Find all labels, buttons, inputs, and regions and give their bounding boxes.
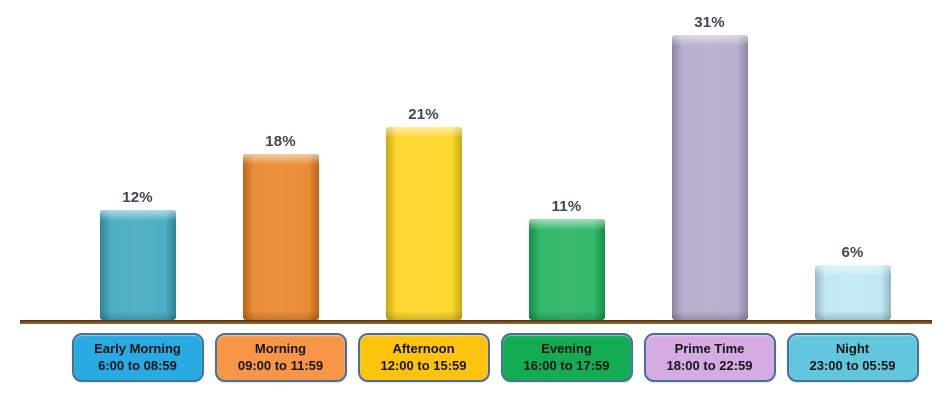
category-time-range: 23:00 to 05:59 bbox=[809, 358, 896, 373]
plot-area: 12% 18% 21% 11% 31% 6% bbox=[66, 0, 924, 320]
bar-column-prime-time: 31% bbox=[638, 14, 781, 320]
bar-value-label: 21% bbox=[408, 106, 439, 123]
category-name: Evening bbox=[541, 341, 592, 356]
category-box-afternoon: Afternoon 12:00 to 15:59 bbox=[357, 333, 490, 382]
category-time-range: 09:00 to 11:59 bbox=[237, 358, 324, 373]
category-name: Prime Time bbox=[674, 341, 745, 356]
bar-value-label: 6% bbox=[841, 244, 864, 261]
category-time-range: 12:00 to 15:59 bbox=[380, 358, 467, 373]
category-name: Morning bbox=[254, 341, 307, 356]
bar-night bbox=[814, 265, 891, 320]
category-box-early-morning: Early Morning 6:00 to 08:59 bbox=[71, 333, 204, 382]
bar-value-label: 11% bbox=[551, 198, 582, 215]
legend-cell: Prime Time 18:00 to 22:59 bbox=[638, 333, 781, 382]
legend-cell: Evening 16:00 to 17:59 bbox=[495, 333, 638, 382]
legend-cell: Night 23:00 to 05:59 bbox=[781, 333, 924, 382]
category-time-range: 6:00 to 08:59 bbox=[98, 358, 177, 373]
category-box-morning: Morning 09:00 to 11:59 bbox=[214, 333, 347, 382]
bar-value-label: 12% bbox=[122, 189, 153, 206]
category-time-range: 16:00 to 17:59 bbox=[523, 358, 610, 373]
x-axis-line bbox=[20, 320, 932, 324]
bar-prime-time bbox=[671, 35, 748, 320]
category-name: Night bbox=[835, 341, 870, 356]
category-name: Afternoon bbox=[392, 341, 455, 356]
bar-column-evening: 11% bbox=[495, 198, 638, 320]
bar-value-label: 18% bbox=[265, 133, 296, 150]
legend-cell: Afternoon 12:00 to 15:59 bbox=[352, 333, 495, 382]
bar-value-label: 31% bbox=[694, 14, 725, 31]
category-box-evening: Evening 16:00 to 17:59 bbox=[500, 333, 633, 382]
bar-morning bbox=[242, 154, 319, 320]
legend-cell: Morning 09:00 to 11:59 bbox=[209, 333, 352, 382]
category-label-row: Early Morning 6:00 to 08:59 Morning 09:0… bbox=[66, 333, 924, 382]
bar-column-night: 6% bbox=[781, 244, 924, 320]
bar-column-morning: 18% bbox=[209, 133, 352, 320]
category-box-night: Night 23:00 to 05:59 bbox=[786, 333, 919, 382]
bar-column-afternoon: 21% bbox=[352, 106, 495, 320]
category-name: Early Morning bbox=[94, 341, 181, 356]
bar-evening bbox=[528, 219, 605, 320]
bar-column-early-morning: 12% bbox=[66, 189, 209, 320]
bar-afternoon bbox=[385, 127, 462, 320]
category-time-range: 18:00 to 22:59 bbox=[666, 358, 753, 373]
category-box-prime-time: Prime Time 18:00 to 22:59 bbox=[643, 333, 776, 382]
bar-early-morning bbox=[99, 210, 176, 320]
legend-cell: Early Morning 6:00 to 08:59 bbox=[66, 333, 209, 382]
